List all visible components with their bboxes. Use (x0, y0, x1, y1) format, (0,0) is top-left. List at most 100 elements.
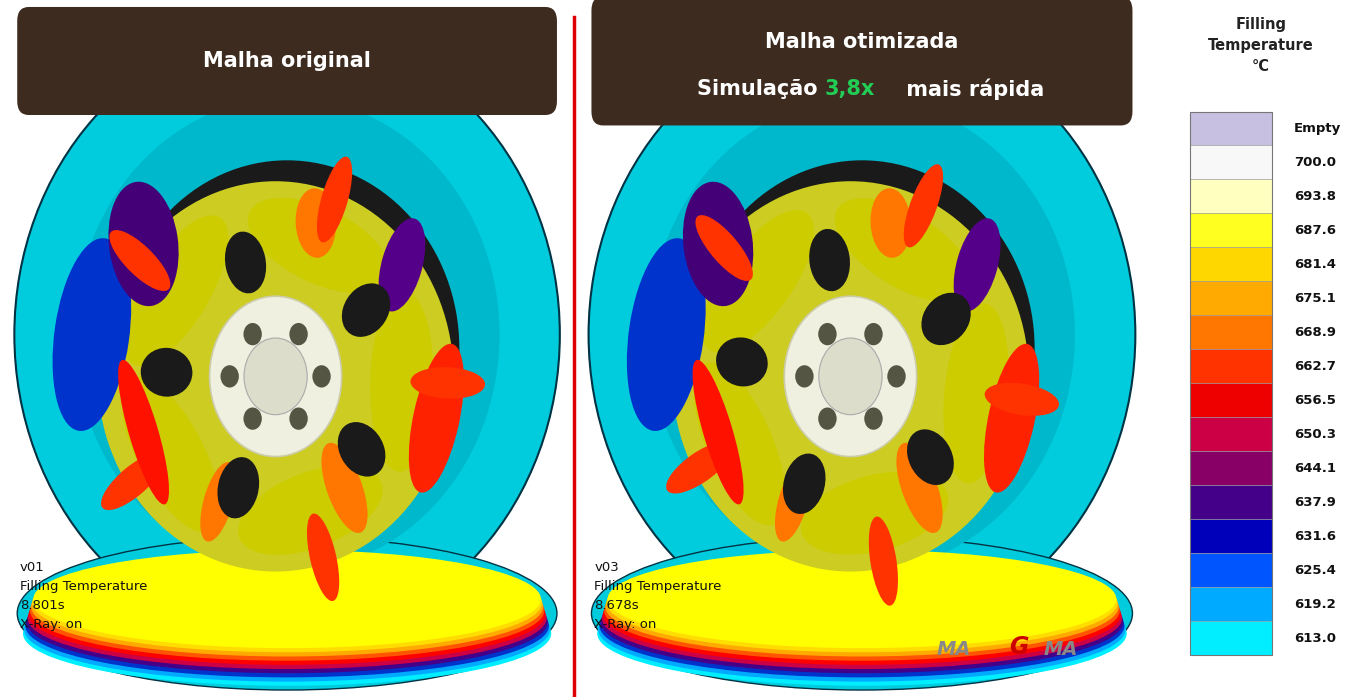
Text: Simulação: Simulação (697, 79, 825, 99)
Text: 681.4: 681.4 (1294, 258, 1336, 271)
Bar (1190, 383, 1272, 418)
Text: 650.3: 650.3 (1294, 428, 1336, 441)
Ellipse shape (801, 472, 948, 555)
Circle shape (888, 365, 906, 388)
Ellipse shape (600, 574, 1125, 677)
Ellipse shape (922, 293, 971, 345)
Ellipse shape (26, 571, 547, 673)
Ellipse shape (608, 550, 1117, 648)
Ellipse shape (672, 181, 1029, 572)
Text: Malha original: Malha original (203, 52, 370, 71)
Ellipse shape (33, 550, 541, 648)
Bar (1190, 418, 1272, 452)
Bar (1190, 519, 1272, 553)
Bar (1190, 315, 1272, 349)
Ellipse shape (834, 199, 973, 302)
Circle shape (818, 408, 837, 430)
Ellipse shape (591, 537, 1132, 690)
Ellipse shape (667, 442, 733, 493)
Ellipse shape (954, 218, 1000, 312)
Ellipse shape (984, 344, 1039, 493)
Circle shape (289, 323, 307, 345)
Ellipse shape (122, 376, 220, 533)
Text: 687.6: 687.6 (1294, 224, 1336, 237)
Ellipse shape (14, 28, 560, 641)
Text: G: G (1008, 635, 1028, 659)
Text: 700.0: 700.0 (1294, 156, 1336, 169)
Bar (1190, 621, 1272, 655)
Circle shape (864, 323, 882, 345)
Circle shape (796, 365, 814, 388)
Text: 656.5: 656.5 (1294, 394, 1336, 407)
FancyBboxPatch shape (18, 7, 557, 115)
Text: 631.6: 631.6 (1294, 530, 1336, 543)
Ellipse shape (775, 462, 811, 542)
Text: 675.1: 675.1 (1294, 292, 1336, 305)
Circle shape (819, 338, 882, 415)
Ellipse shape (52, 238, 132, 431)
Text: Empty: Empty (1294, 122, 1342, 135)
Ellipse shape (985, 383, 1059, 416)
Circle shape (289, 408, 307, 430)
Circle shape (818, 323, 837, 345)
Ellipse shape (123, 215, 228, 366)
Ellipse shape (74, 98, 499, 572)
Ellipse shape (32, 557, 543, 657)
Ellipse shape (295, 188, 336, 258)
Ellipse shape (32, 553, 542, 652)
Text: 662.7: 662.7 (1294, 360, 1336, 373)
Ellipse shape (696, 215, 753, 281)
Bar (1190, 213, 1272, 247)
Ellipse shape (683, 182, 753, 306)
Ellipse shape (689, 160, 1034, 537)
Ellipse shape (248, 198, 390, 293)
Circle shape (244, 338, 307, 415)
Ellipse shape (783, 454, 826, 514)
Bar (1190, 587, 1272, 621)
Ellipse shape (342, 284, 390, 337)
Text: Filling
Temperature
°C: Filling Temperature °C (1207, 17, 1314, 75)
Ellipse shape (338, 422, 386, 477)
Ellipse shape (307, 514, 339, 601)
Ellipse shape (649, 98, 1074, 572)
Text: 668.9: 668.9 (1294, 326, 1336, 339)
Ellipse shape (217, 457, 259, 519)
Ellipse shape (115, 160, 460, 537)
Ellipse shape (409, 344, 464, 493)
Ellipse shape (602, 567, 1122, 669)
Text: mais rápida: mais rápida (900, 79, 1044, 100)
Ellipse shape (870, 188, 911, 258)
Ellipse shape (605, 557, 1118, 657)
Ellipse shape (18, 537, 557, 690)
Ellipse shape (27, 567, 546, 669)
Ellipse shape (239, 466, 383, 555)
FancyBboxPatch shape (591, 0, 1132, 125)
Text: 693.8: 693.8 (1294, 190, 1336, 203)
Bar (1190, 112, 1272, 655)
Ellipse shape (30, 560, 545, 661)
Text: v01
Filling Temperature
8.801s
X-Ray: on: v01 Filling Temperature 8.801s X-Ray: on (21, 561, 147, 631)
Ellipse shape (317, 157, 353, 243)
Circle shape (210, 296, 342, 457)
Ellipse shape (868, 516, 897, 606)
Ellipse shape (200, 462, 236, 542)
Ellipse shape (102, 453, 165, 510)
Bar (1190, 485, 1272, 519)
Text: 644.1: 644.1 (1294, 462, 1336, 475)
Ellipse shape (23, 581, 552, 686)
Bar (1190, 553, 1272, 587)
Bar (1190, 180, 1272, 213)
Circle shape (864, 408, 882, 430)
Ellipse shape (370, 291, 434, 472)
Ellipse shape (321, 443, 368, 533)
Bar (1190, 282, 1272, 315)
Ellipse shape (694, 362, 785, 526)
Text: 619.2: 619.2 (1294, 598, 1336, 611)
Ellipse shape (29, 564, 546, 665)
Ellipse shape (702, 210, 814, 353)
Ellipse shape (25, 574, 549, 677)
Ellipse shape (601, 571, 1124, 673)
Ellipse shape (944, 303, 1008, 484)
Text: 637.9: 637.9 (1294, 496, 1336, 509)
Bar (1190, 146, 1272, 180)
